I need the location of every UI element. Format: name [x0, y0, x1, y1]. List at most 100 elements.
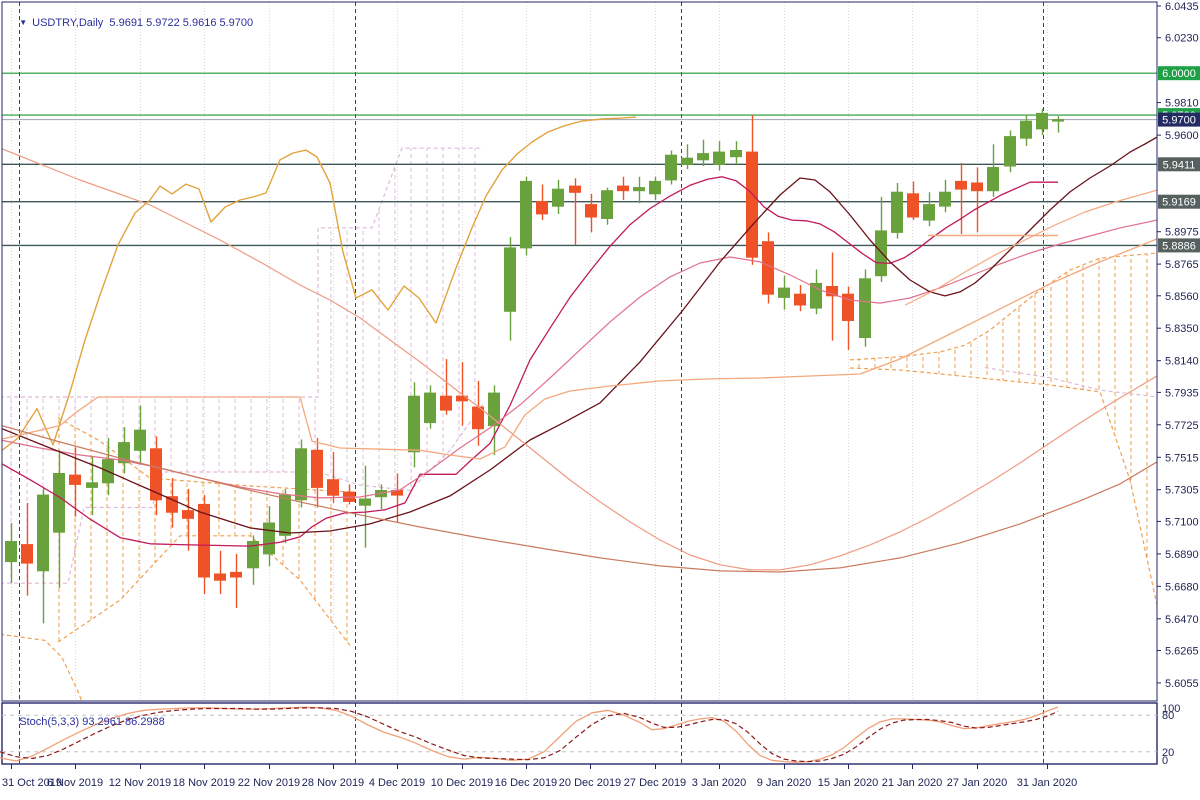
price-axis-label: 5.6470 — [1165, 614, 1199, 626]
date-axis-label[interactable]: 21 Jan 2020 — [882, 777, 943, 789]
candle-body — [1004, 136, 1016, 167]
candle-body — [53, 473, 65, 533]
candle — [810, 269, 822, 315]
candle — [617, 176, 629, 200]
candle — [730, 141, 742, 165]
candle — [601, 187, 613, 225]
candle — [295, 439, 307, 508]
candle — [681, 144, 693, 170]
candle — [746, 115, 758, 265]
candle-body — [826, 286, 838, 297]
candle-body — [295, 448, 307, 501]
price-badge-text: 5.9169 — [1162, 197, 1196, 209]
date-axis-label[interactable]: 28 Nov 2019 — [302, 777, 364, 789]
stoch-d-line — [0, 707, 1059, 763]
price-badge-bg — [1158, 157, 1200, 172]
candle-body — [279, 494, 291, 536]
stoch-indicator-label: Stoch(5,3,3) 93.2961 86.2988 — [19, 716, 165, 728]
date-axis-label[interactable]: 6 Nov 2019 — [47, 777, 103, 789]
candle-body — [214, 573, 226, 581]
main-pane-frame — [1, 1, 1158, 702]
candle-body — [166, 496, 178, 513]
price-badge-6.0000: 6.0000 — [1158, 66, 1200, 81]
candle-body — [86, 482, 98, 488]
price-axis-label: 5.6265 — [1165, 646, 1199, 658]
price-axis-label: 5.6680 — [1165, 581, 1199, 593]
candle-body — [472, 406, 484, 430]
candle-body — [842, 293, 854, 322]
price-axis-label: 5.7935 — [1165, 387, 1199, 399]
date-axis-label[interactable]: 3 Jan 2020 — [692, 777, 746, 789]
date-axis-label[interactable]: 18 Nov 2019 — [173, 777, 235, 789]
candle-body — [488, 392, 500, 427]
stoch-axis-label: 80 — [1162, 710, 1174, 722]
candle-body — [923, 204, 935, 221]
candle-body — [69, 474, 81, 485]
date-axis-label[interactable]: 4 Dec 2019 — [369, 777, 425, 789]
candle — [665, 150, 677, 185]
date-axis-label[interactable]: 12 Nov 2019 — [109, 777, 171, 789]
symbol-dropdown-icon[interactable]: ▼ — [19, 18, 28, 27]
candle-body — [585, 204, 597, 218]
candle — [504, 237, 516, 341]
date-axis-label[interactable]: 16 Dec 2019 — [495, 777, 557, 789]
stoch-axis-label: 100 — [1162, 703, 1180, 715]
orange-cloud-future-bottom — [849, 367, 1157, 606]
symbol-timeframe-label: USDTRY,Daily — [32, 17, 104, 29]
candle-body — [1020, 120, 1032, 139]
indicator-line-senkou-b-future — [984, 367, 1157, 398]
candle-body — [633, 187, 645, 192]
price-badge-bg — [1158, 66, 1200, 81]
candle-body — [810, 282, 822, 309]
candle — [536, 184, 548, 221]
price-axis-label: 5.8350 — [1165, 323, 1199, 335]
date-axis-label[interactable]: 27 Dec 2019 — [624, 777, 686, 789]
candle — [230, 553, 242, 608]
indicator-line-gold-ma — [2, 116, 637, 452]
candle-body — [907, 193, 919, 218]
candle — [520, 176, 532, 256]
candle — [424, 385, 436, 429]
candle — [408, 382, 420, 468]
date-axis-label[interactable]: 20 Dec 2019 — [559, 777, 621, 789]
orange-cloud-left-top — [57, 417, 353, 493]
date-axis-label[interactable]: 31 Jan 2020 — [1017, 777, 1078, 789]
candle — [53, 450, 65, 588]
candle — [21, 502, 33, 596]
candle — [649, 176, 661, 200]
date-axis-label[interactable]: 22 Nov 2019 — [238, 777, 300, 789]
price-badge-5.9411: 5.9411 — [1158, 157, 1200, 172]
candle — [1036, 108, 1048, 136]
candle-body — [37, 494, 49, 572]
candle — [247, 535, 259, 585]
date-axis-label[interactable]: 10 Dec 2019 — [431, 777, 493, 789]
price-badge-5.9700: 5.9700 — [1158, 112, 1200, 127]
candle-body — [939, 191, 951, 207]
candle — [794, 285, 806, 312]
candle-body — [601, 190, 613, 219]
chart-title-overlay: ▼ USDTRY,Daily 5.9691 5.9722 5.9616 5.970… — [7, 5, 253, 41]
candle — [1020, 115, 1032, 146]
date-axis-label[interactable]: 27 Jan 2020 — [947, 777, 1008, 789]
candle-body — [21, 544, 33, 564]
candle — [826, 252, 838, 341]
price-axis-label: 6.0435 — [1165, 1, 1199, 13]
date-axis-label[interactable]: 31 Oct 2019 — [2, 777, 62, 789]
candle — [182, 489, 194, 551]
date-axis-label[interactable]: 15 Jan 2020 — [818, 777, 879, 789]
candle-body — [424, 392, 436, 424]
candle — [311, 438, 323, 508]
candle — [633, 176, 645, 204]
candle — [1004, 130, 1016, 173]
price-axis-label: 5.8975 — [1165, 227, 1199, 239]
candle — [891, 183, 903, 239]
candle — [842, 286, 854, 350]
candle — [585, 193, 597, 233]
candle — [987, 144, 999, 197]
price-badge-bg — [1158, 194, 1200, 209]
date-axis-label[interactable]: 9 Jan 2020 — [757, 777, 811, 789]
indicator-line-orange-dash-tail — [2, 633, 83, 701]
candle — [150, 436, 162, 516]
price-axis-label: 5.7515 — [1165, 452, 1199, 464]
